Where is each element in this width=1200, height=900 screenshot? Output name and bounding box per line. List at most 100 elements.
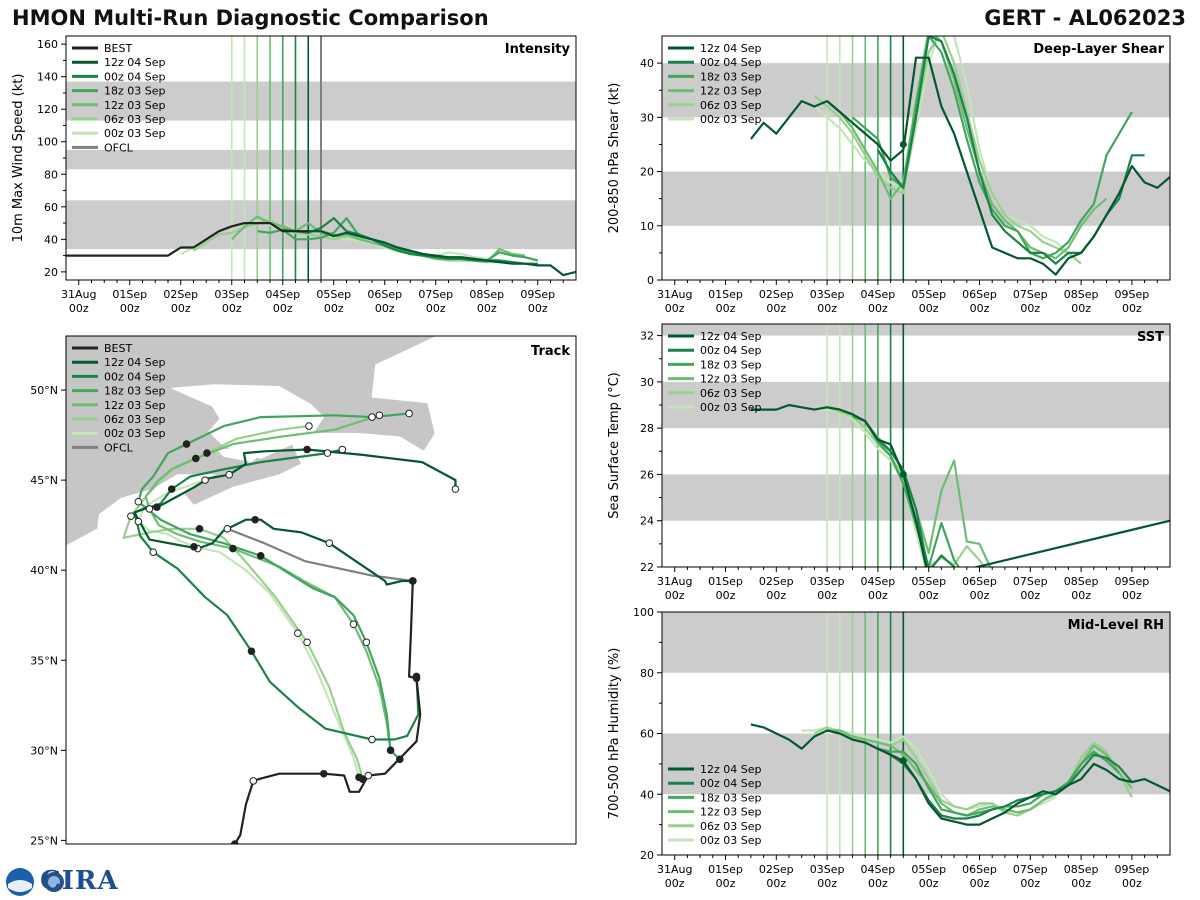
legend-label-12z-04-sep: 12z 04 Sep: [700, 42, 762, 55]
track-point-00z-04-sep: [247, 647, 256, 656]
x-tick-label: 00z: [817, 302, 837, 315]
x-tick-label: 00z: [868, 589, 888, 602]
legend-label-00z-03-sep: 00z 03 Sep: [104, 427, 166, 440]
x-tick-label: 00z: [1020, 302, 1040, 315]
x-tick-label: 00z: [1122, 877, 1142, 890]
cira-logo: [6, 868, 64, 896]
legend-label-06z-03-sep: 06z 03 Sep: [104, 113, 166, 126]
legend-label-18z-03-sep: 18z 03 Sep: [700, 358, 762, 371]
x-tick-label: 08Sep: [1064, 575, 1099, 588]
track-point-00z-03-sep: [355, 773, 363, 782]
x-tick-label: 00z: [716, 589, 736, 602]
track-point-00z-03-sep: [190, 542, 198, 551]
track-point-18z-03-sep: [368, 413, 376, 421]
x-tick-label: 02Sep: [163, 288, 198, 301]
y-tick-label: 40: [640, 788, 654, 801]
x-tick-label: 00z: [665, 589, 685, 602]
x-tick-label: 08Sep: [1064, 863, 1099, 876]
legend-label-18z-03-sep: 18z 03 Sep: [104, 85, 166, 98]
legend-label-00z-04-sep: 00z 04 Sep: [700, 344, 762, 357]
track-point-00z-03-sep: [201, 476, 209, 484]
x-tick-label: 01Sep: [112, 288, 147, 301]
x-tick-label: 00z: [1122, 589, 1142, 602]
y-tick-label: 20: [640, 849, 654, 862]
x-tick-label: 02Sep: [759, 575, 794, 588]
x-tick-label: 08Sep: [469, 288, 504, 301]
x-tick-label: 31Aug: [61, 288, 96, 301]
page-title: HMON Multi-Run Diagnostic Comparison: [12, 6, 489, 30]
x-tick-label: 09Sep: [1115, 575, 1150, 588]
y-tick-label: 0: [647, 274, 654, 287]
legend-label-00z-03-sep: 00z 03 Sep: [700, 113, 762, 126]
track-point-12z-03-sep: [349, 620, 358, 629]
y-tick-label: 60: [640, 728, 654, 741]
track-00z-04-sep: [133, 448, 420, 741]
x-tick-label: 06Sep: [367, 288, 402, 301]
track-point-best: [249, 777, 258, 785]
x-tick-label: 03Sep: [810, 288, 845, 301]
series-06z-03-sep: [192, 218, 500, 264]
x-tick-label: 00z: [766, 302, 786, 315]
lat-tick-label: 50°N: [30, 384, 58, 397]
series-06z-03-sep: [813, 36, 1082, 265]
track-point-00z-03-sep: [294, 629, 302, 638]
y-tick-label: 160: [37, 38, 58, 51]
legend-label-00z-04-sep: 00z 04 Sep: [700, 777, 762, 790]
legend-label-best: BEST: [104, 42, 132, 55]
chart-title: Deep-Layer Shear: [1033, 42, 1164, 57]
x-tick-label: 04Sep: [861, 575, 896, 588]
y-tick-label: 24: [640, 515, 654, 528]
y-tick-label: 20: [44, 266, 58, 279]
x-tick-label: 00z: [817, 589, 837, 602]
track-12z-04-sep: [133, 448, 457, 586]
track-point-12z-04-sep: [153, 503, 161, 511]
y-tick-label: 20: [640, 166, 654, 179]
chart-sst: 22242628303231Aug00z01Sep00z02Sep00z03Se…: [607, 323, 1171, 602]
x-tick-label: 00z: [868, 302, 888, 315]
chart-shear: 01020304031Aug00z01Sep00z02Sep00z03Sep00…: [607, 35, 1171, 315]
lat-tick-label: 40°N: [30, 564, 58, 577]
chart-rh: 2040608010031Aug00z01Sep00z02Sep00z03Sep…: [607, 606, 1171, 890]
track-point-best: [364, 771, 373, 780]
track-point-12z-03-sep: [192, 454, 200, 463]
y-tick-label: 30: [640, 111, 654, 124]
y-tick-label: 140: [37, 71, 58, 84]
y-tick-label: 10: [640, 220, 654, 233]
x-tick-label: 00z: [1071, 589, 1091, 602]
x-tick-label: 07Sep: [418, 288, 453, 301]
x-tick-label: 05Sep: [316, 288, 351, 301]
x-tick-label: 01Sep: [708, 288, 743, 301]
track-point-00z-04-sep: [167, 485, 176, 493]
current-marker: [899, 140, 907, 148]
track-ofcl: [226, 527, 413, 583]
chart-title: Mid-Level RH: [1068, 618, 1164, 633]
legend-label-12z-03-sep: 12z 03 Sep: [104, 399, 166, 412]
x-tick-label: 00z: [69, 302, 89, 315]
y-tick-label: 28: [640, 422, 654, 435]
track-point-12z-03-sep: [375, 411, 384, 420]
x-tick-label: 00z: [1122, 302, 1142, 315]
track-point-12z-03-sep: [386, 746, 395, 755]
series-00z-03-sep: [801, 36, 1082, 265]
track-point-00z-04-sep: [412, 672, 421, 681]
x-tick-label: 00z: [665, 302, 685, 315]
track-point-00z-03-sep: [134, 517, 143, 526]
x-tick-label: 00z: [375, 302, 395, 315]
legend-label-best: BEST: [104, 342, 132, 355]
current-marker: [899, 470, 907, 478]
series-12z-04-sep: [750, 56, 1170, 276]
x-tick-label: 03Sep: [214, 288, 249, 301]
series-00z-04-sep: [877, 438, 956, 567]
legend-label-ofcl: OFCL: [104, 441, 134, 454]
chart-intensity: 2040608010012014016031Aug00z01Sep00z02Se…: [11, 35, 577, 315]
y-tick-label: 100: [37, 136, 58, 149]
track-point-best: [230, 840, 239, 844]
y-tick-label: 32: [640, 330, 654, 343]
x-tick-label: 00z: [716, 877, 736, 890]
track-12z-03-sep: [144, 414, 392, 751]
track-point-06z-03-sep: [195, 524, 204, 533]
series-best: [66, 222, 309, 257]
track-point-18z-03-sep: [396, 755, 404, 764]
land-canada: [66, 336, 438, 547]
